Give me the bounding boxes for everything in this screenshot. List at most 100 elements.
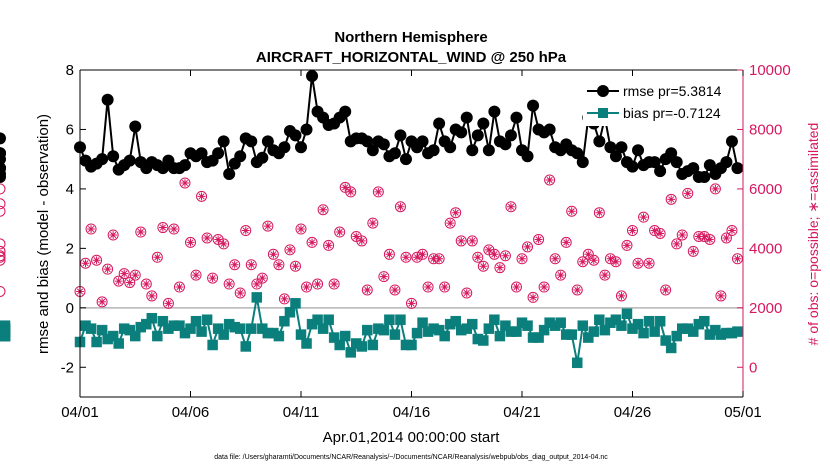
obs-possible-circle bbox=[676, 229, 688, 241]
y-tick-label: 0 bbox=[66, 300, 74, 317]
rmse-point bbox=[289, 129, 302, 142]
obs-possible-circle bbox=[731, 253, 743, 265]
obs-count-point bbox=[533, 233, 545, 245]
obs-possible-circle bbox=[372, 186, 384, 198]
obs-count-point bbox=[284, 244, 296, 256]
obs-count-point bbox=[731, 253, 743, 265]
obs-count-point bbox=[323, 239, 335, 251]
obs-count-point bbox=[510, 281, 522, 293]
obs-assimilated-star bbox=[733, 254, 742, 263]
rmse-point bbox=[295, 141, 307, 154]
obs-count-point bbox=[151, 251, 163, 263]
obs-count-point bbox=[422, 281, 434, 293]
rmse-series bbox=[0, 69, 744, 184]
obs-possible-circle bbox=[96, 296, 108, 308]
bias-point bbox=[594, 314, 605, 325]
obs-assimilated-star bbox=[501, 251, 510, 260]
bias-point bbox=[621, 308, 633, 320]
obs-assimilated-star bbox=[374, 187, 383, 196]
obs-possible-circle bbox=[417, 248, 429, 260]
obs-assimilated-star bbox=[573, 286, 582, 294]
obs-count-point bbox=[80, 257, 92, 269]
bias-point bbox=[643, 315, 655, 327]
obs-possible-circle bbox=[665, 193, 677, 205]
bias-point bbox=[384, 314, 395, 325]
obs-assimilated-star bbox=[92, 256, 101, 265]
bias-point bbox=[141, 318, 152, 330]
obs-count-point bbox=[306, 236, 318, 248]
obs-count-point bbox=[522, 241, 534, 253]
rmse-point bbox=[698, 171, 711, 184]
obs-count-point bbox=[610, 256, 622, 268]
obs-assimilated-star bbox=[451, 208, 460, 217]
rmse-point bbox=[0, 147, 6, 160]
obs-possible-circle bbox=[400, 251, 412, 263]
obs-assimilated-star bbox=[634, 259, 642, 268]
obs-possible-circle bbox=[510, 281, 522, 293]
obs-count-point bbox=[450, 207, 462, 219]
obs-possible-circle bbox=[0, 285, 6, 297]
obs-assimilated-star bbox=[357, 237, 366, 245]
legend: rmse pr=5.3814 bias pr=-0.7124 bbox=[583, 78, 739, 126]
bias-point bbox=[533, 332, 544, 343]
bias-point bbox=[328, 332, 340, 343]
obs-assimilated-star bbox=[479, 262, 488, 271]
obs-possible-circle bbox=[196, 190, 208, 202]
obs-count-point bbox=[267, 248, 279, 260]
obs-possible-circle bbox=[361, 284, 373, 296]
obs-count-point bbox=[444, 217, 456, 229]
bias-point bbox=[218, 329, 229, 340]
bias-point bbox=[483, 323, 495, 334]
obs-possible-circle bbox=[494, 262, 506, 274]
obs-assimilated-star bbox=[446, 219, 455, 227]
obs-assimilated-star bbox=[413, 253, 421, 262]
bias-point bbox=[246, 323, 257, 334]
obs-assimilated-star bbox=[457, 237, 466, 245]
rmse-point bbox=[593, 135, 606, 148]
bias-point bbox=[174, 320, 185, 331]
obs-count-point bbox=[665, 193, 677, 205]
x-tick-label: 04/11 bbox=[283, 404, 319, 421]
obs-assimilated-star bbox=[584, 250, 593, 259]
obs-assimilated-star bbox=[324, 241, 333, 250]
bias-point bbox=[599, 324, 611, 336]
obs-possible-circle bbox=[461, 287, 473, 299]
obs-count-point bbox=[328, 278, 340, 290]
bias-point bbox=[212, 323, 224, 334]
obs-assimilated-star bbox=[711, 185, 720, 193]
obs-possible-circle bbox=[549, 253, 561, 265]
obs-assimilated-star bbox=[650, 226, 659, 235]
obs-assimilated-star bbox=[147, 292, 156, 300]
legend-box bbox=[583, 78, 739, 126]
obs-possible-circle bbox=[140, 278, 152, 290]
obs-count-point bbox=[129, 269, 141, 281]
obs-possible-circle bbox=[406, 297, 417, 309]
bias-point bbox=[494, 330, 506, 342]
bias-point bbox=[130, 330, 141, 342]
obs-assimilated-star bbox=[407, 299, 416, 308]
obs-count-point bbox=[461, 287, 473, 299]
obs-count-point bbox=[566, 205, 578, 217]
obs-count-point bbox=[334, 226, 346, 238]
obs-possible-circle bbox=[168, 223, 180, 235]
obs-count-point bbox=[190, 269, 202, 281]
bias-point bbox=[467, 318, 478, 330]
bias-point bbox=[196, 326, 207, 337]
bias-point bbox=[146, 312, 158, 324]
obs-possible-circle bbox=[726, 225, 738, 237]
obs-assimilated-star bbox=[175, 283, 184, 291]
obs-assimilated-star bbox=[722, 234, 731, 242]
obs-possible-circle bbox=[85, 223, 97, 235]
obs-possible-circle bbox=[671, 238, 683, 250]
obs-possible-circle bbox=[577, 256, 589, 268]
obs-assimilated-star bbox=[717, 292, 725, 300]
obs-count-point bbox=[632, 257, 644, 269]
obs-assimilated-star bbox=[308, 238, 316, 247]
obs-possible-circle bbox=[472, 251, 484, 263]
obs-possible-circle bbox=[273, 259, 285, 271]
bias-point bbox=[317, 323, 329, 334]
obs-count-point bbox=[0, 251, 6, 262]
obs-assimilated-star bbox=[192, 271, 200, 280]
bias-point bbox=[688, 326, 699, 337]
